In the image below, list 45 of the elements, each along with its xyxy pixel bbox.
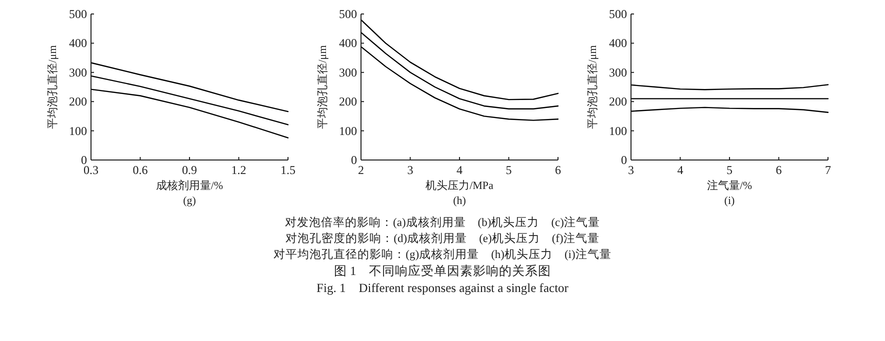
y-tick-label: 500 [339, 7, 357, 21]
x-axis-title: 注气量/% [706, 179, 752, 192]
text: (h) [453, 195, 466, 207]
text: 对泡孔密度的影响：(d)成核剂用量 (e)机头压力 (f)注气量 [286, 231, 600, 245]
x-tick-label: 4 [456, 163, 462, 177]
x-axis-title: 机头压力/MPa [426, 179, 494, 192]
x-tick-label: 2 [358, 163, 364, 177]
y-tick-label: 0 [621, 153, 627, 167]
y-axis-title: 平均泡孔直径/μm [316, 44, 329, 129]
x-tick-label: 1.5 [280, 163, 296, 177]
y-tick-label: 300 [69, 65, 87, 80]
x-tick-label: 6 [776, 163, 782, 177]
x-tick-label: 3 [628, 163, 634, 177]
y-tick-label: 500 [69, 7, 87, 21]
y-axis-title: 平均泡孔直径/μm [46, 44, 59, 129]
x-tick-label: 5 [726, 163, 732, 177]
x-tick-label: 5 [506, 163, 512, 177]
y-tick-label: 200 [339, 94, 357, 109]
text: 对平均泡孔直径的影响：(g)成核剂用量 (h)机头压力 (i)注气量 [274, 247, 612, 261]
y-tick-label: 400 [69, 36, 87, 50]
y-tick-label: 400 [339, 36, 357, 50]
text: (i) [724, 195, 736, 207]
y-tick-label: 400 [609, 36, 627, 50]
y-tick-label: 100 [69, 124, 87, 138]
x-tick-label: 3 [407, 163, 414, 177]
x-tick-label: 0.9 [182, 163, 197, 177]
y-tick-label: 200 [609, 94, 627, 109]
x-tick-label: 6 [555, 163, 561, 177]
y-tick-label: 300 [609, 65, 627, 80]
x-tick-label: 7 [825, 163, 831, 177]
x-tick-label: 0.6 [132, 163, 148, 177]
y-axis-title: 平均泡孔直径/μm [586, 44, 599, 129]
y-tick-label: 100 [339, 124, 357, 138]
x-axis-title: 成核剂用量/% [156, 179, 224, 192]
x-tick-label: 1.2 [231, 163, 246, 177]
y-tick-label: 500 [609, 7, 627, 21]
text: (g) [183, 195, 196, 207]
y-tick-label: 100 [609, 124, 627, 138]
y-tick-label: 200 [69, 94, 87, 109]
text: 对发泡倍率的影响：(a)成核剂用量 (b)机头压力 (c)注气量 [285, 215, 600, 229]
x-tick-label: 4 [677, 163, 684, 177]
caption: 图 1 不同响应受单因素影响的关系图 [334, 263, 552, 278]
y-tick-label: 300 [339, 65, 357, 80]
y-tick-label: 0 [351, 153, 357, 167]
caption: Fig. 1 Different responses against a single factor [316, 281, 570, 295]
